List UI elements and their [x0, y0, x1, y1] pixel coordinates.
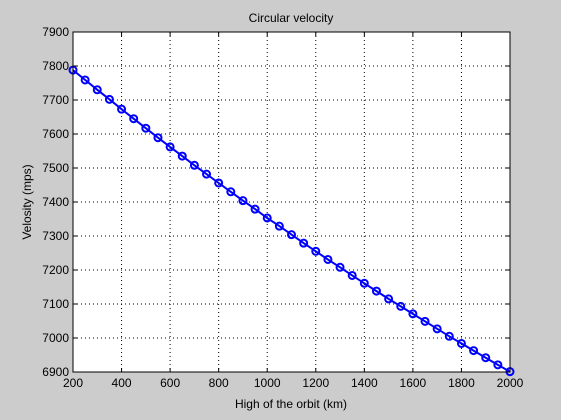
x-tick-label: 600 [160, 376, 180, 390]
data-point [165, 142, 175, 152]
data-point [444, 331, 454, 341]
data-point [250, 204, 260, 214]
y-tick-label: 7000 [42, 331, 69, 345]
data-point [493, 360, 503, 370]
axis-ticks: 200 400 600 800 1000 1200 1400 1600 1800 2000 6900… [42, 25, 523, 390]
data-point [129, 114, 139, 124]
data-point [335, 262, 345, 272]
x-tick-label: 1400 [351, 376, 378, 390]
data-point [384, 294, 394, 304]
data-point [153, 133, 163, 143]
data-point [481, 353, 491, 363]
data-point [189, 160, 199, 170]
data-point [299, 238, 309, 248]
chart-title: Circular velocity [249, 11, 334, 25]
data-point [202, 169, 212, 179]
data-point [214, 178, 224, 188]
data-point [274, 221, 284, 231]
grid-lines [73, 32, 510, 372]
data-point [262, 213, 272, 223]
data-point [80, 75, 90, 85]
x-tick-label: 1800 [448, 376, 475, 390]
y-tick-label: 7700 [42, 93, 69, 107]
x-tick-label: 1200 [302, 376, 329, 390]
data-point [396, 301, 406, 311]
data-point [226, 187, 236, 197]
y-tick-label: 7100 [42, 297, 69, 311]
data-point [177, 151, 187, 161]
y-tick-label: 7200 [42, 263, 69, 277]
data-point [287, 230, 296, 240]
y-tick-label: 6900 [42, 365, 69, 379]
data-point [323, 254, 333, 264]
y-tick-label: 7400 [42, 195, 69, 209]
data-point [141, 123, 151, 133]
data-point [117, 104, 127, 114]
data-point [92, 85, 102, 95]
y-tick-label: 7600 [42, 127, 69, 141]
data-point [469, 346, 479, 356]
data-point [104, 94, 114, 104]
plot-area [73, 32, 510, 372]
series-line [72, 69, 511, 373]
x-tick-label: 800 [209, 376, 229, 390]
y-tick-label: 7800 [42, 59, 69, 73]
data-point [311, 246, 321, 256]
data-point [359, 278, 369, 288]
x-axis-label: High of the orbit (km) [235, 397, 347, 411]
data-point [456, 338, 466, 348]
x-tick-label: 1600 [400, 376, 427, 390]
y-tick-label: 7900 [42, 25, 69, 39]
x-tick-label: 2000 [497, 376, 524, 390]
data-point [347, 270, 357, 280]
y-axis-label: Velosity (mps) [20, 164, 34, 239]
data-point [238, 196, 248, 206]
y-tick-label: 7300 [42, 229, 69, 243]
data-point [420, 316, 430, 326]
data-point [371, 286, 381, 296]
data-point [432, 324, 442, 334]
x-tick-label: 200 [63, 376, 83, 390]
y-tick-label: 7500 [42, 161, 69, 175]
x-tick-label: 1000 [254, 376, 281, 390]
data-point [408, 309, 418, 319]
x-tick-label: 400 [112, 376, 132, 390]
